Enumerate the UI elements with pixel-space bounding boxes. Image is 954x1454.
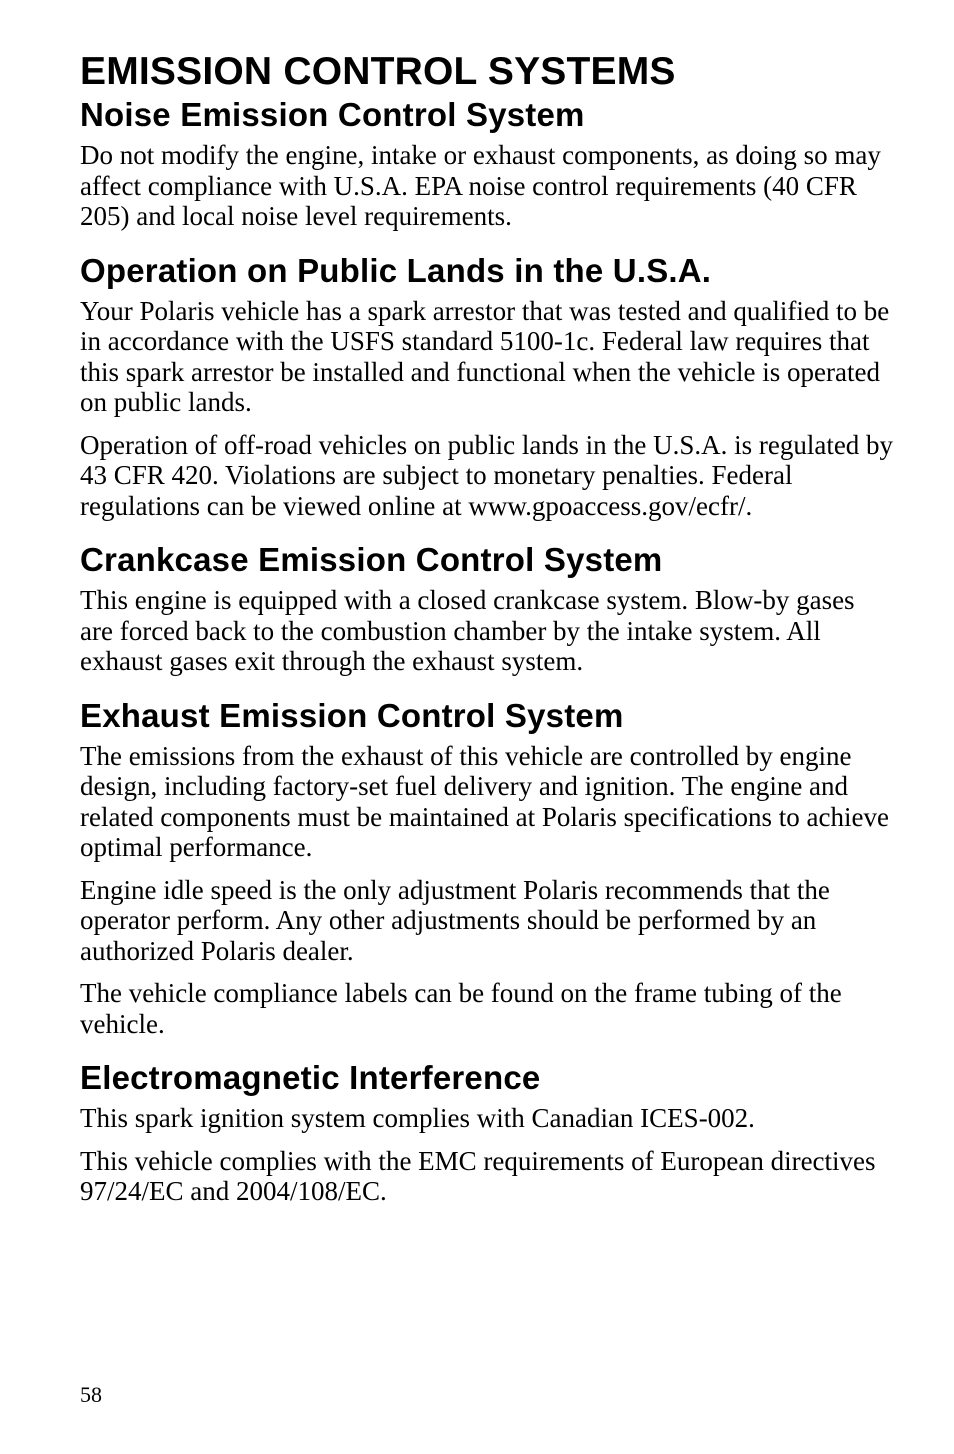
body-paragraph: The vehicle compliance labels can be fou… (80, 978, 894, 1039)
section-heading-emi: Electromagnetic Interference (80, 1059, 894, 1097)
section-heading-noise: Noise Emission Control System (80, 96, 894, 134)
body-paragraph: Do not modify the engine, intake or exha… (80, 140, 894, 232)
body-paragraph: The emissions from the exhaust of this v… (80, 741, 894, 863)
body-paragraph: This spark ignition system complies with… (80, 1103, 894, 1134)
page-container: EMISSION CONTROL SYSTEMS Noise Emission … (0, 0, 954, 1454)
body-paragraph: Operation of off-road vehicles on public… (80, 430, 894, 522)
body-paragraph: This vehicle complies with the EMC requi… (80, 1146, 894, 1207)
section-heading-exhaust: Exhaust Emission Control System (80, 697, 894, 735)
page-number: 58 (80, 1382, 102, 1408)
section-heading-public-lands: Operation on Public Lands in the U.S.A. (80, 252, 894, 290)
page-title: EMISSION CONTROL SYSTEMS (80, 50, 894, 94)
body-paragraph: This engine is equipped with a closed cr… (80, 585, 894, 677)
body-paragraph: Engine idle speed is the only adjustment… (80, 875, 894, 967)
section-heading-crankcase: Crankcase Emission Control System (80, 541, 894, 579)
body-paragraph: Your Polaris vehicle has a spark arresto… (80, 296, 894, 418)
